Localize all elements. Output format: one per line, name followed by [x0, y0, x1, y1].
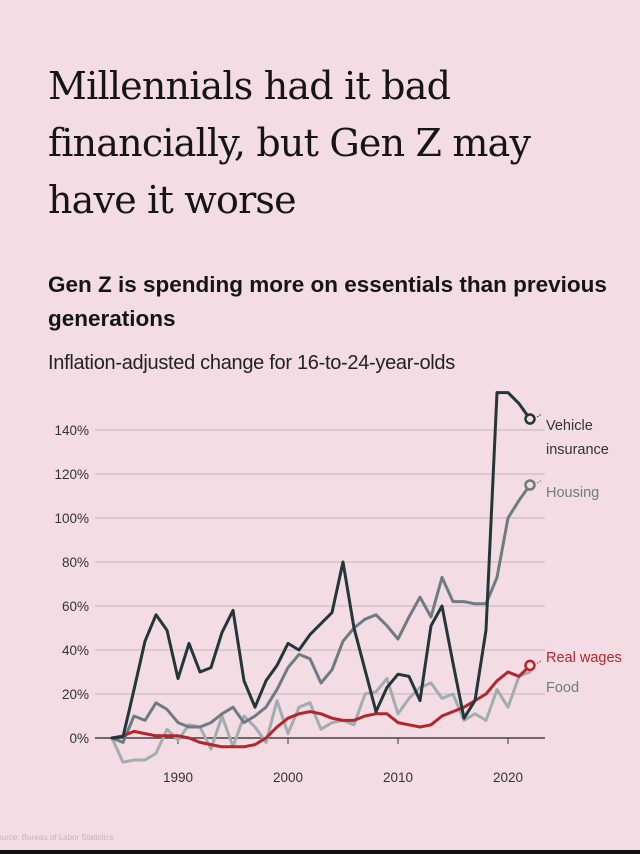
series-label-real-wages: Real wages [546, 650, 622, 666]
y-tick-label: 20% [62, 687, 89, 702]
y-tick-label: 140% [54, 423, 89, 438]
series-line-real-wages [110, 663, 532, 749]
label-leader-vehicle-insurance [536, 413, 543, 418]
chart-subtitle: Inflation-adjusted change for 16-to-24-y… [48, 352, 455, 374]
series-label-vehicle-insurance: Vehicle insurance [546, 418, 609, 458]
chart-title: Gen Z is spending more on essentials tha… [48, 272, 607, 331]
label-leader-real-wages [536, 659, 543, 664]
x-tick-label: 2000 [273, 770, 303, 785]
y-tick-label: 120% [54, 467, 89, 482]
series-line-housing [110, 483, 532, 744]
series-line-vehicle-insurance [110, 391, 532, 740]
end-marker-real-wages [524, 659, 536, 672]
series-label-housing: Housing [546, 485, 599, 501]
y-tick-label: 60% [62, 599, 89, 614]
headline: Millennials had it bad financially, but … [48, 64, 531, 222]
source-note: Source: Bureau of Labor Statistics [0, 833, 114, 842]
y-tick-label: 0% [69, 731, 89, 746]
y-tick-label: 100% [54, 511, 89, 526]
x-tick-label: 1990 [163, 770, 193, 785]
y-tick-label: 80% [62, 555, 89, 570]
end-marker-vehicle-insurance [524, 413, 536, 425]
x-tick-label: 2020 [493, 770, 523, 785]
end-marker-housing [524, 479, 536, 491]
x-tick-label: 2010 [383, 770, 413, 785]
bottom-bar [0, 850, 640, 854]
label-leader-housing [536, 479, 543, 484]
series-label-food: Food [546, 680, 579, 696]
y-tick-label: 40% [62, 643, 89, 658]
